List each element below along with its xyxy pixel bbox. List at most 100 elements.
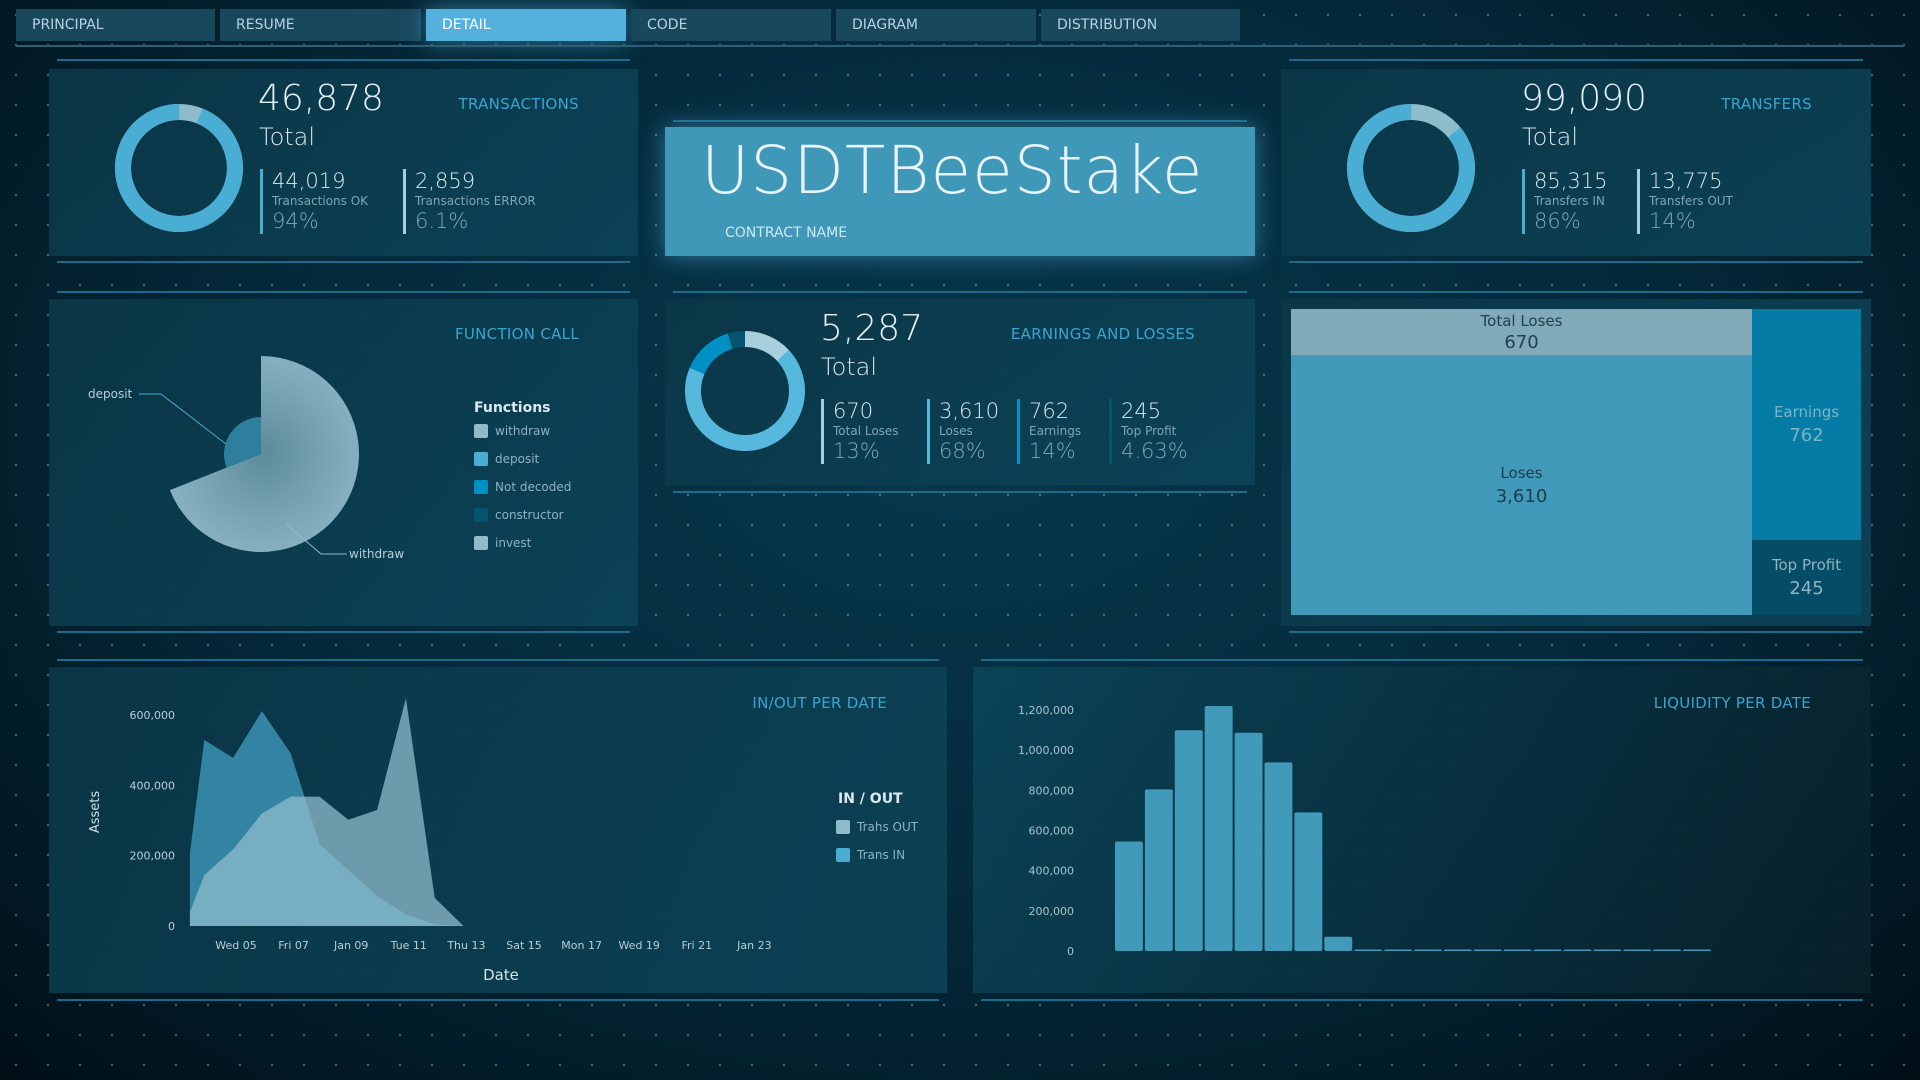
tab-distribution[interactable]: DISTRIBUTION: [1041, 9, 1240, 41]
y-tick-label: 0: [168, 920, 175, 933]
treemap-cell-earnings[interactable]: Earnings 762: [1752, 309, 1861, 540]
bar[interactable]: [1144, 789, 1173, 951]
pie-slice-deposit[interactable]: [224, 417, 261, 468]
legend-title: Functions: [474, 400, 551, 416]
contract-name-card: USDTBeeStake CONTRACT NAME: [665, 127, 1255, 256]
bar[interactable]: [1473, 949, 1502, 952]
stat-label: Total Loses: [833, 424, 899, 438]
legend-item-not-decoded[interactable]: Not decoded: [474, 480, 571, 494]
bar[interactable]: [1623, 949, 1652, 952]
x-tick-label: Tue 11: [390, 939, 427, 952]
tab-code[interactable]: CODE: [631, 9, 831, 41]
bar[interactable]: [1204, 705, 1233, 951]
deposit-leader-line: [139, 393, 227, 445]
x-tick-label: Wed 19: [618, 939, 659, 952]
legend-item-invest[interactable]: invest: [474, 536, 531, 550]
x-tick-label: Thu 13: [446, 939, 485, 952]
y-tick-label: 400,000: [1029, 865, 1075, 878]
tab-principal[interactable]: PRINCIPAL: [16, 9, 215, 41]
divider: [673, 291, 1247, 293]
y-tick-label: 1,000,000: [1018, 744, 1074, 757]
tab-resume[interactable]: RESUME: [220, 9, 421, 41]
donut-segment-earnings: [684, 331, 805, 451]
transfers-panel: 99,090 Total TRANSFERS 85,315 Transfers …: [1281, 69, 1871, 256]
y-tick-label: 600,000: [1029, 825, 1075, 838]
x-tick-label: Jan 23: [736, 939, 771, 952]
cell-label: Loses: [1500, 463, 1543, 482]
stat-label: Loses: [939, 424, 973, 438]
donut-in-segment: [1347, 104, 1475, 232]
cell-label: Earnings: [1773, 403, 1840, 421]
bar[interactable]: [1115, 841, 1143, 951]
y-tick-label: 800,000: [1029, 784, 1075, 797]
stat-percent: 6.1%: [415, 209, 469, 233]
cell-label: Top Profit: [1771, 556, 1842, 574]
legend-item-trans-in[interactable]: Trans IN: [836, 848, 905, 862]
contract-name-label: CONTRACT NAME: [725, 225, 848, 241]
legend-label: invest: [495, 536, 532, 550]
panel-title: EARNINGS AND LOSSES: [1010, 325, 1195, 343]
bar[interactable]: [1324, 936, 1353, 951]
donut-ok-segment: [115, 104, 243, 232]
treemap-cell-total-loses[interactable]: Total Loses 670: [1291, 309, 1752, 355]
divider: [57, 999, 939, 1001]
bar[interactable]: [1294, 812, 1323, 951]
y-axis-label: Assets: [88, 791, 103, 834]
x-tick-label: Mon 17: [561, 939, 602, 952]
cell-label: Total Loses: [1480, 311, 1563, 330]
bar[interactable]: [1563, 949, 1592, 952]
tab-detail[interactable]: DETAIL: [426, 9, 626, 41]
legend-item-deposit[interactable]: deposit: [474, 452, 539, 466]
stat-label: Transfers IN: [1534, 194, 1605, 208]
cell-value: 245: [1789, 578, 1824, 599]
x-tick-label: Wed 05: [215, 939, 256, 952]
stat-percent: 13%: [833, 439, 880, 463]
chart-title: LIQUIDITY PER DATE: [1653, 694, 1811, 712]
treemap-cell-top-profit[interactable]: Top Profit 245: [1752, 540, 1861, 615]
tab-divider: [16, 45, 1904, 47]
y-tick-label: 600,000: [130, 709, 176, 722]
divider: [1289, 261, 1863, 263]
bar[interactable]: [1683, 949, 1711, 952]
earnings-total: 5,287: [820, 308, 924, 349]
stat-value: 245: [1121, 399, 1162, 423]
bar[interactable]: [1174, 730, 1203, 951]
stat-label: Transfers OUT: [1649, 194, 1733, 208]
area-series-trans-out[interactable]: [189, 698, 813, 926]
bar[interactable]: [1593, 949, 1622, 952]
x-tick-label: Fri 21: [681, 939, 712, 952]
panel-title: TRANSFERS: [1721, 95, 1812, 113]
bar[interactable]: [1414, 949, 1442, 952]
divider: [1289, 631, 1863, 633]
bar[interactable]: [1354, 949, 1383, 952]
bar[interactable]: [1384, 949, 1412, 952]
divider: [981, 999, 1863, 1001]
bar[interactable]: [1234, 732, 1263, 951]
inout-panel: IN/OUT PER DATE 0 200,000 400,000 600,000 We…: [49, 667, 947, 993]
stat-label: Transactions ERROR: [415, 194, 536, 208]
transactions-panel: 46,878 Total TRANSACTIONS 44,019 Transac…: [49, 69, 638, 256]
pie-slice-withdraw[interactable]: [169, 356, 359, 552]
legend-item-withdraw[interactable]: withdraw: [474, 424, 550, 438]
bar[interactable]: [1503, 949, 1532, 952]
legend-label: Not decoded: [495, 480, 572, 494]
tab-diagram[interactable]: DIAGRAM: [836, 9, 1036, 41]
treemap-cell-loses[interactable]: Loses 3,610: [1291, 355, 1752, 615]
stat-transfers-in: 85,315 Transfers IN 86%: [1522, 169, 1607, 234]
cell-value: 3,610: [1495, 485, 1548, 507]
bar[interactable]: [1443, 949, 1472, 952]
x-tick-label: Sat 15: [506, 939, 542, 952]
donut-segment-loses: [685, 331, 805, 451]
bar[interactable]: [1264, 762, 1293, 951]
chart-title: IN/OUT PER DATE: [752, 694, 887, 712]
stat-transactions-ok: 44,019 Transactions OK 94%: [260, 169, 368, 234]
bar[interactable]: [1653, 949, 1682, 952]
divider: [57, 631, 630, 633]
legend-item-trans-out[interactable]: Trahs OUT: [836, 820, 918, 834]
legend-item-constructor[interactable]: constructor: [474, 508, 564, 522]
panel-title: FUNCTION CALL: [454, 325, 579, 343]
y-tick-label: 200,000: [130, 850, 176, 863]
cell-value: 670: [1504, 331, 1539, 353]
bar[interactable]: [1533, 949, 1562, 952]
y-tick-label: 1,200,000: [1018, 704, 1074, 717]
